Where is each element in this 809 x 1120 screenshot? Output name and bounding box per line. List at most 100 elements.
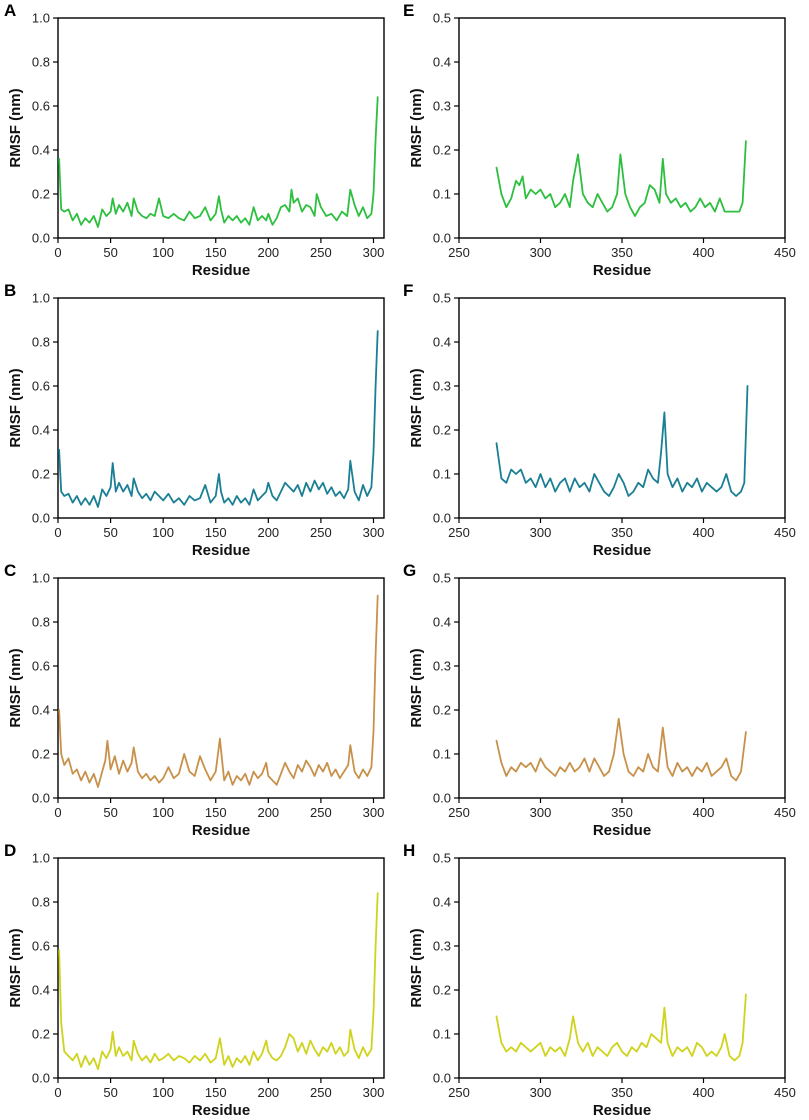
x-tick-label: 250 — [448, 805, 470, 820]
x-tick-label: 300 — [363, 805, 385, 820]
y-tick-label: 0.1 — [433, 187, 451, 202]
x-axis-title: Residue — [593, 542, 651, 559]
x-axis-title: Residue — [593, 262, 651, 279]
y-tick-label: 0.4 — [433, 55, 451, 70]
x-tick-label: 250 — [310, 1085, 332, 1100]
y-tick-label: 0.5 — [433, 11, 451, 26]
y-tick-label: 0.0 — [32, 231, 50, 246]
y-tick-label: 0.4 — [32, 703, 50, 718]
x-tick-label: 150 — [205, 525, 227, 540]
y-tick-label: 1.0 — [32, 571, 50, 586]
y-tick-label: 0.1 — [433, 747, 451, 762]
x-tick-label: 0 — [54, 1085, 61, 1100]
x-tick-label: 100 — [152, 245, 174, 260]
panel-letter: D — [4, 841, 16, 860]
y-tick-label: 0.0 — [32, 511, 50, 526]
y-tick-label: 0.5 — [433, 571, 451, 586]
panel-a: 0.0 0.2 0.4 0.6 0.8 1.0 0 50 100 150 200 250 300 Resi… — [4, 1, 385, 279]
y-tick-label: 0.2 — [433, 703, 451, 718]
panel-f: 0.0 0.1 0.2 0.3 0.4 0.5 250 300 350 400 450 Residue… — [403, 281, 796, 559]
y-axis-title: RMSF (nm) — [408, 88, 425, 167]
y-axis-title: RMSF (nm) — [7, 648, 24, 727]
y-tick-label: 0.4 — [433, 895, 451, 910]
y-tick-label: 0.1 — [433, 1027, 451, 1042]
x-tick-label: 450 — [774, 245, 796, 260]
x-tick-label: 450 — [774, 1085, 796, 1100]
plot-frame — [57, 857, 385, 1079]
plot-frame — [458, 857, 786, 1079]
y-tick-label: 0.8 — [32, 615, 50, 630]
x-tick-label: 300 — [363, 525, 385, 540]
panel-letter: H — [403, 841, 415, 860]
y-tick-label: 0.3 — [433, 659, 451, 674]
y-tick-label: 0.8 — [32, 55, 50, 70]
x-tick-label: 250 — [310, 245, 332, 260]
x-tick-label: 100 — [152, 525, 174, 540]
y-tick-label: 0.0 — [32, 791, 50, 806]
x-tick-label: 150 — [205, 1085, 227, 1100]
rmsf-series-line — [495, 385, 749, 497]
x-tick-label: 50 — [103, 245, 117, 260]
x-axis-title: Residue — [192, 262, 250, 279]
y-tick-label: 0.4 — [32, 983, 50, 998]
y-tick-label: 0.2 — [433, 983, 451, 998]
plot-frame — [57, 17, 385, 239]
x-tick-label: 0 — [54, 525, 61, 540]
rmsf-series-line — [495, 717, 747, 782]
panel-c: 0.0 0.2 0.4 0.6 0.8 1.0 0 50 100 150 200 250 300 Resi… — [4, 561, 385, 839]
x-tick-label: 300 — [363, 245, 385, 260]
x-tick-label: 50 — [103, 525, 117, 540]
rmsf-series-line — [58, 96, 379, 228]
plot-frame — [57, 297, 385, 519]
x-tick-label: 250 — [448, 525, 470, 540]
y-axis-title: RMSF (nm) — [408, 648, 425, 727]
x-tick-label: 300 — [530, 245, 552, 260]
rmsf-series-line — [495, 993, 747, 1062]
x-axis-title: Residue — [593, 1102, 651, 1119]
y-tick-label: 0.0 — [433, 231, 451, 246]
rmsf-series-line — [58, 594, 379, 788]
y-tick-label: 1.0 — [32, 11, 50, 26]
y-tick-label: 0.3 — [433, 379, 451, 394]
y-axis-title: RMSF (nm) — [7, 88, 24, 167]
y-tick-label: 0.0 — [433, 791, 451, 806]
y-axis-title: RMSF (nm) — [7, 928, 24, 1007]
rmsf-series-line — [58, 892, 379, 1071]
x-tick-label: 0 — [54, 245, 61, 260]
plot-frame — [458, 577, 786, 799]
panel-e: 0.0 0.1 0.2 0.3 0.4 0.5 250 300 350 400 450 Residue… — [403, 1, 796, 279]
x-tick-label: 50 — [103, 805, 117, 820]
y-tick-label: 0.4 — [433, 615, 451, 630]
y-axis-title: RMSF (nm) — [408, 368, 425, 447]
y-tick-label: 0.4 — [32, 143, 50, 158]
y-tick-label: 0.2 — [32, 467, 50, 482]
panel-h: 0.0 0.1 0.2 0.3 0.4 0.5 250 300 350 400 450 Residue… — [403, 841, 796, 1119]
y-tick-label: 0.2 — [433, 423, 451, 438]
y-tick-label: 0.2 — [433, 143, 451, 158]
x-tick-label: 0 — [54, 805, 61, 820]
x-tick-label: 100 — [152, 805, 174, 820]
y-tick-label: 0.0 — [32, 1071, 50, 1086]
x-axis-title: Residue — [192, 542, 250, 559]
x-tick-label: 450 — [774, 805, 796, 820]
y-axis-title: RMSF (nm) — [7, 368, 24, 447]
x-tick-label: 250 — [448, 1085, 470, 1100]
x-tick-label: 200 — [257, 245, 279, 260]
y-tick-label: 1.0 — [32, 851, 50, 866]
y-tick-label: 0.6 — [32, 659, 50, 674]
panel-g: 0.0 0.1 0.2 0.3 0.4 0.5 250 300 350 400 450 Residue… — [403, 561, 796, 839]
y-tick-label: 0.8 — [32, 895, 50, 910]
x-tick-label: 250 — [448, 245, 470, 260]
x-tick-label: 350 — [611, 525, 633, 540]
panel-letter: C — [4, 561, 16, 580]
y-tick-label: 0.5 — [433, 291, 451, 306]
y-tick-label: 0.6 — [32, 99, 50, 114]
y-tick-label: 0.4 — [433, 335, 451, 350]
x-tick-label: 150 — [205, 245, 227, 260]
x-axis-title: Residue — [593, 822, 651, 839]
x-tick-label: 350 — [611, 1085, 633, 1100]
x-tick-label: 300 — [530, 1085, 552, 1100]
x-tick-label: 100 — [152, 1085, 174, 1100]
plot-frame — [458, 297, 786, 519]
x-tick-label: 400 — [693, 525, 715, 540]
